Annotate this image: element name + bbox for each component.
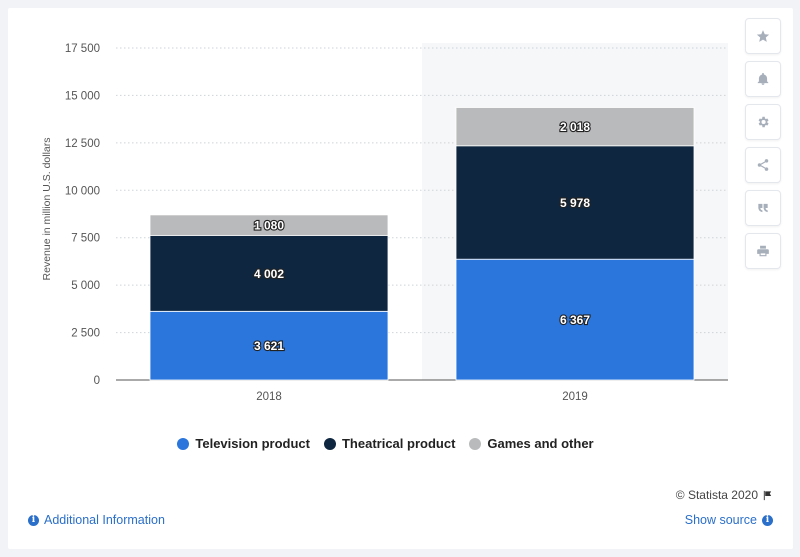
legend-label-games: Games and other: [487, 436, 594, 451]
data-label: 5 978: [560, 196, 590, 210]
data-label: 1 080: [254, 219, 284, 233]
favorite-button[interactable]: [745, 18, 781, 54]
gear-icon: [758, 116, 769, 128]
quote-icon: [758, 203, 768, 213]
bell-icon: [757, 72, 769, 85]
y-tick-label: 7 500: [71, 233, 100, 245]
chart-legend: Television product Theatrical product Ga…: [8, 436, 763, 451]
data-label: 3 621: [254, 339, 284, 353]
bar-theatrical-product-2019: [455, 145, 695, 260]
info-icon: i: [28, 514, 39, 526]
x-tick-label: 2019: [562, 391, 588, 403]
legend-item-television[interactable]: Television product: [177, 436, 310, 451]
y-tick-label: 12 500: [65, 138, 100, 150]
bar-games-and-other-2018: [149, 214, 389, 236]
star-icon: [756, 30, 770, 42]
y-tick-label: 10 000: [65, 185, 100, 197]
flag-icon: [763, 490, 772, 500]
legend-item-theatrical[interactable]: Theatrical product: [323, 436, 456, 451]
print-icon: [757, 245, 769, 257]
y-axis-label: Revenue in million U.S. dollars: [41, 138, 53, 281]
show-source-link[interactable]: Show source i: [685, 513, 773, 527]
y-tick-label: 2 500: [71, 328, 100, 340]
bar-theatrical-product-2018: [149, 234, 389, 312]
bar-television-product-2018: [149, 310, 389, 381]
legend-label-theatrical: Theatrical product: [341, 436, 456, 451]
y-tick-label: 17 500: [65, 43, 100, 55]
additional-information-label: Additional Information: [44, 513, 165, 527]
cite-button[interactable]: [745, 190, 781, 226]
bar-chart: 0 2 500 5 000 7 500 10 000 12 500 15 000 17 500…: [41, 43, 728, 403]
legend-swatch-games: [469, 437, 482, 450]
notification-button[interactable]: [745, 61, 781, 97]
show-source-label: Show source: [684, 513, 757, 527]
side-toolbar: [745, 18, 781, 276]
y-tick-label: 0: [94, 375, 100, 387]
data-label: 6 367: [560, 313, 590, 327]
data-label: 4 002: [254, 267, 284, 281]
chart-card: 0 2 500 5 000 7 500 10 000 12 500 15 000 17 500…: [8, 8, 793, 549]
statista-credit[interactable]: © Statista 2020: [676, 488, 773, 502]
credit-text: © Statista 2020: [675, 488, 758, 502]
legend-swatch-theatrical: [323, 437, 336, 450]
y-tick-label: 5 000: [71, 280, 100, 292]
bar-games-and-other-2019: [455, 107, 695, 147]
share-button[interactable]: [745, 147, 781, 183]
settings-button[interactable]: [745, 104, 781, 140]
y-tick-label: 15 000: [65, 90, 100, 102]
share-icon: [757, 159, 769, 171]
legend-swatch-television: [177, 437, 190, 450]
x-tick-label: 2018: [256, 391, 282, 403]
data-label: 2 018: [560, 120, 590, 134]
legend-item-games[interactable]: Games and other: [469, 436, 594, 451]
legend-label-television: Television product: [195, 436, 310, 451]
print-button[interactable]: [745, 233, 781, 269]
additional-information-link[interactable]: i Additional Information: [28, 513, 165, 527]
info-icon: i: [762, 514, 773, 526]
bar-television-product-2019: [455, 258, 695, 381]
